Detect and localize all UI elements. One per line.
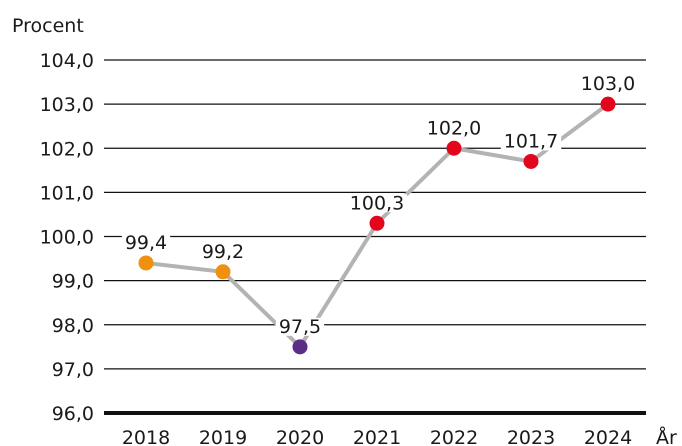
x-axis-tick-labels: 2018 2019 2020 2021 2022 2023 2024 xyxy=(122,427,632,446)
x-tick-label: 2023 xyxy=(507,427,555,446)
x-tick-label: 2018 xyxy=(122,427,170,446)
y-tick-label: 103,0 xyxy=(40,94,94,116)
data-point xyxy=(446,140,462,156)
data-label: 101,7 xyxy=(504,130,558,152)
data-point xyxy=(523,153,539,169)
data-point xyxy=(600,96,616,112)
data-label: 103,0 xyxy=(581,73,635,95)
data-label-background xyxy=(346,194,408,213)
x-axis-label: År xyxy=(656,426,677,446)
data-label-background xyxy=(500,132,562,151)
data-point xyxy=(292,339,308,355)
y-tick-label: 104,0 xyxy=(40,50,94,72)
x-tick-label: 2022 xyxy=(430,427,478,446)
y-tick-label: 102,0 xyxy=(40,138,94,160)
x-tick-label: 2020 xyxy=(276,427,324,446)
data-label: 97,5 xyxy=(279,316,321,338)
data-point xyxy=(215,264,231,280)
y-axis-tick-labels: 96,0 97,0 98,0 99,0 100,0 101,0 102,0 103,0 104,… xyxy=(40,50,94,425)
data-point xyxy=(369,215,385,231)
y-axis-label: Procent xyxy=(12,15,84,37)
gridlines xyxy=(104,59,646,415)
data-point xyxy=(138,255,154,271)
data-label: 100,3 xyxy=(350,192,404,214)
y-tick-label: 100,0 xyxy=(40,227,94,249)
x-tick-label: 2024 xyxy=(584,427,632,446)
data-label: 102,0 xyxy=(427,117,481,139)
y-tick-label: 97,0 xyxy=(52,359,94,381)
data-label: 99,4 xyxy=(125,232,167,254)
data-label-background xyxy=(423,119,485,138)
y-tick-label: 99,0 xyxy=(52,271,94,293)
data-labels: 99,4 99,2 97,5 100,3 102,0 101,7 103,0 xyxy=(121,73,639,338)
x-tick-label: 2019 xyxy=(199,427,247,446)
data-label-background xyxy=(577,75,639,94)
y-tick-label: 96,0 xyxy=(52,403,94,425)
data-label-background xyxy=(121,233,171,252)
x-tick-label: 2021 xyxy=(353,427,401,446)
data-label-background xyxy=(275,317,325,336)
y-tick-label: 98,0 xyxy=(52,315,94,337)
y-tick-label: 101,0 xyxy=(40,182,94,204)
data-label: 99,2 xyxy=(202,241,244,263)
data-label-background xyxy=(198,242,248,261)
data-points xyxy=(138,96,616,355)
